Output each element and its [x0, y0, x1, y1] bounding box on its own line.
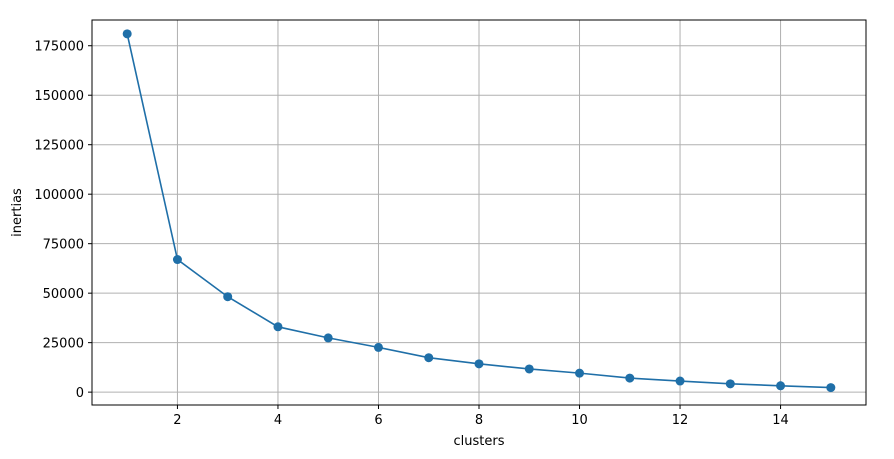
grid-lines [92, 20, 866, 405]
y-tick-label: 150000 [34, 89, 84, 104]
x-axis-label: clusters [454, 434, 505, 449]
x-tick-label: 10 [571, 413, 588, 428]
y-axis-label: inertias [10, 188, 25, 237]
y-tick-label: 75000 [43, 238, 84, 253]
y-tick-label: 25000 [43, 337, 84, 352]
data-point-6 [373, 342, 383, 352]
y-tick-label: 125000 [34, 139, 84, 154]
data-points [122, 29, 836, 393]
data-point-9 [524, 364, 534, 374]
data-point-14 [776, 381, 786, 391]
x-tick-label: 4 [274, 413, 282, 428]
x-tick-label: 12 [672, 413, 689, 428]
data-point-4 [273, 322, 283, 332]
x-tick-label: 14 [772, 413, 789, 428]
data-point-1 [122, 29, 132, 39]
y-tick-label: 50000 [43, 287, 84, 302]
data-point-15 [826, 383, 836, 393]
y-axis-ticks: 0 25000 50000 75000 100000 125000 150000 175000 [34, 40, 92, 401]
data-point-8 [474, 359, 484, 369]
y-tick-label: 175000 [34, 40, 84, 55]
data-point-7 [424, 353, 434, 363]
data-point-13 [725, 379, 735, 389]
data-point-11 [625, 373, 635, 383]
x-axis-ticks: 2 4 6 8 10 12 14 [173, 405, 789, 428]
data-point-12 [675, 376, 685, 386]
x-tick-label: 8 [475, 413, 483, 428]
y-tick-label: 0 [76, 386, 84, 401]
data-point-3 [223, 292, 233, 302]
x-tick-label: 6 [374, 413, 382, 428]
data-point-5 [323, 333, 333, 343]
x-tick-label: 2 [173, 413, 181, 428]
data-point-2 [172, 255, 182, 265]
data-point-10 [575, 368, 585, 378]
y-tick-label: 100000 [34, 188, 84, 203]
